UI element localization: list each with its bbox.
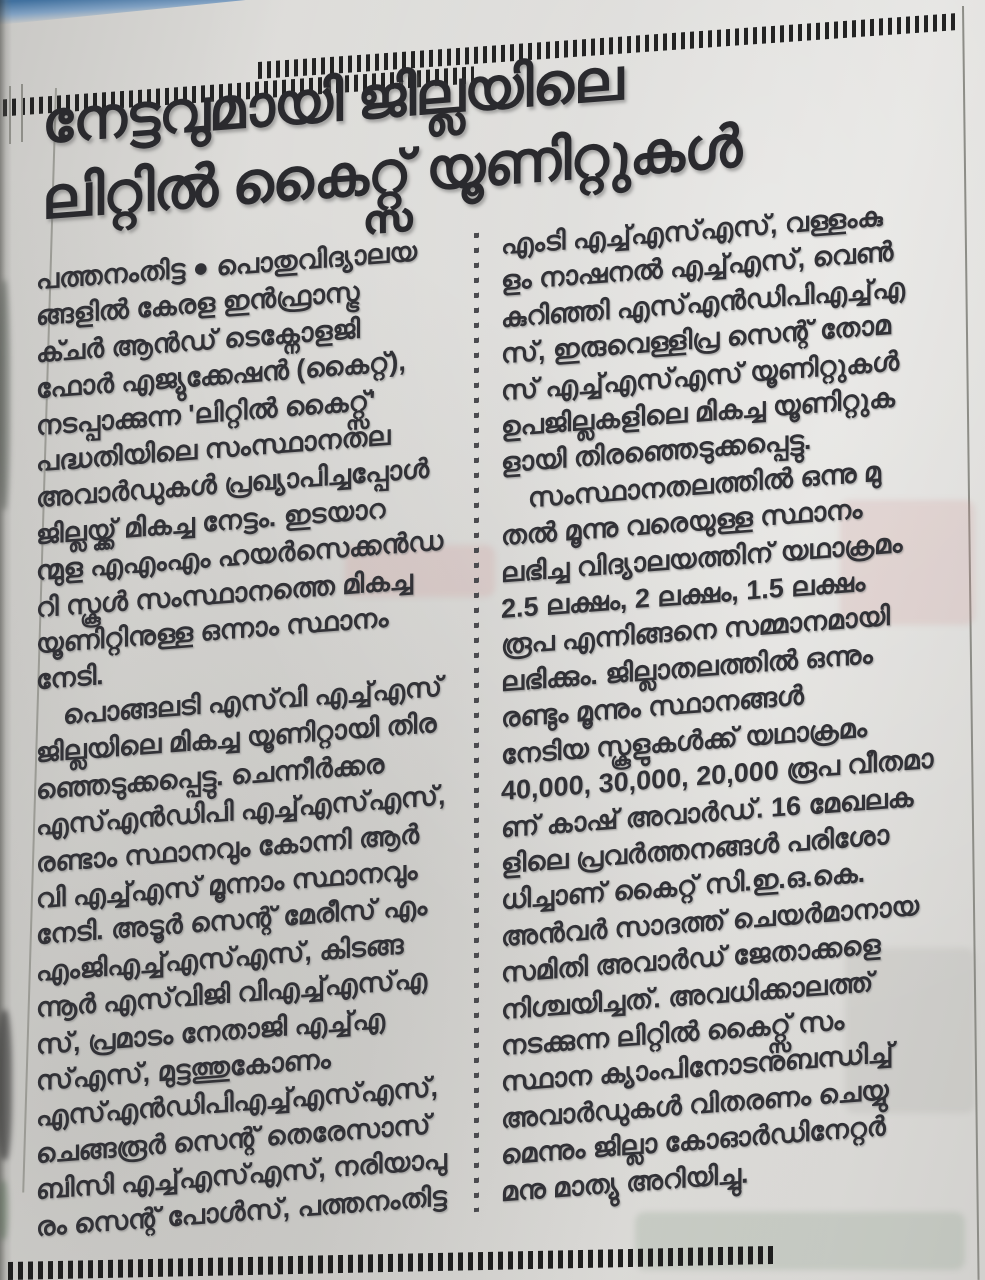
article-column-1: പത്തനംതിട്ട ● പൊതുവിദ്യാലയ ങ്ങളിൽ കേരള ഇൻ… <box>36 229 472 1245</box>
perforation-strip-bottom <box>8 1245 773 1280</box>
article: നേട്ടവുമായി ജില്ലയിലെ ലിറ്റിൽ കൈറ്റ്സ് യ… <box>36 0 956 1245</box>
margin-tick-line <box>21 84 23 142</box>
photo-left-edge-shadow <box>0 0 12 1280</box>
article-body: പത്തനംതിട്ട ● പൊതുവിദ്യാലയ ങ്ങളിൽ കേരള ഇൻ… <box>36 193 956 1245</box>
column-divider-dotted <box>474 232 479 1213</box>
article-column-2: എംടി എച്ച്എസ്എസ്, വള്ളംകു ളം നാഷനൽ എച്ച്എ… <box>491 193 956 1211</box>
margin-tick-line <box>9 86 11 144</box>
ink-bleed-artifact <box>845 948 975 1113</box>
edge-smudge <box>0 1180 8 1240</box>
edge-smudge <box>0 280 10 510</box>
ink-bleed-artifact <box>840 500 975 625</box>
ink-bleed-artifact <box>345 545 495 597</box>
edge-smudge <box>0 1010 12 1160</box>
